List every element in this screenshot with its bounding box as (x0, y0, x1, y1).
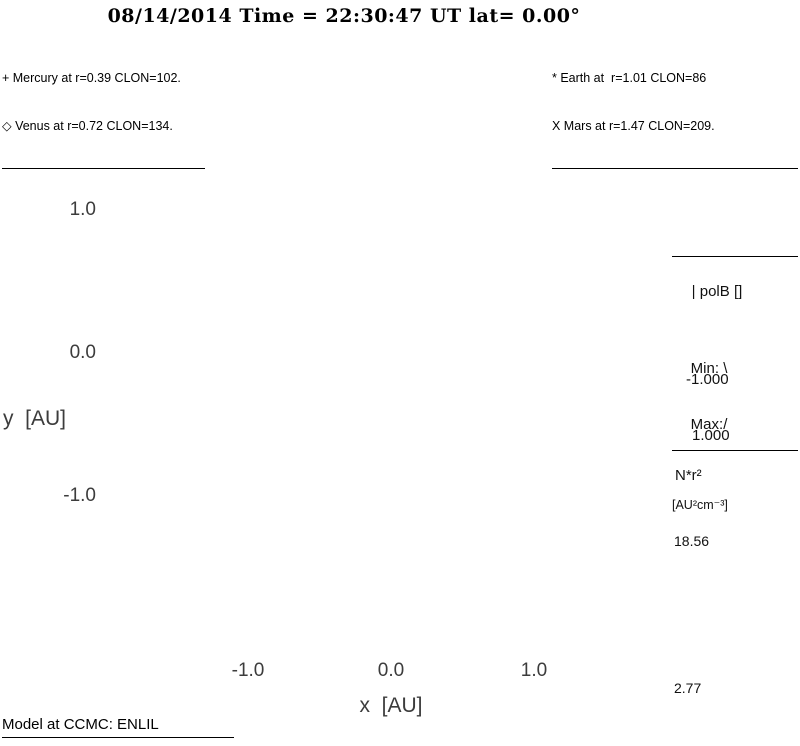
legend-inner-planets: + Mercury at r=0.39 CLON=102. ◇ Venus at… (2, 38, 205, 169)
colorbar-max-value: 18.56 (674, 533, 710, 549)
polb-min-row: Min: \ (674, 343, 728, 394)
colorbar-units-label: [AU²cm⁻³] (672, 498, 728, 512)
contour-line-icon: | (691, 283, 696, 300)
colorbar-min-value: 2.77 (674, 680, 702, 696)
polb-min-value: -1.000 (686, 371, 729, 388)
plot-title: 08/14/2014 Time = 22:30:47 UT lat= 0.00° (107, 5, 581, 27)
y-tick-label-neg1: -1.0 (63, 485, 96, 506)
polb-panel-bottom-rule (672, 450, 798, 451)
polb-panel-title: | polB [] (675, 266, 743, 317)
polb-max-label: Max: (690, 416, 724, 433)
colorbar-quantity-label: N*r² (675, 467, 702, 484)
negative-polarity-hatch-icon: \ (723, 360, 728, 377)
polb-min-label: Min: (690, 360, 720, 377)
polb-label: polB [] (699, 283, 743, 300)
y-tick-label-0: 0.0 (69, 342, 96, 363)
legend-mars: X Mars at r=1.47 CLON=209. (552, 119, 715, 133)
polb-max-row: Max:/ (674, 399, 728, 450)
y-tick-label-1: 1.0 (69, 199, 96, 220)
legend-outer-planets: * Earth at r=1.01 CLON=86 X Mars at r=1.… (552, 38, 798, 169)
legend-mercury: + Mercury at r=0.39 CLON=102. (2, 71, 181, 85)
polb-max-value: 1.000 (692, 427, 730, 444)
positive-polarity-hatch-icon: / (723, 416, 728, 433)
x-tick-label-0: 0.0 (377, 660, 405, 681)
legend-venus: ◇ Venus at r=0.72 CLON=134. (2, 119, 173, 133)
x-tick-label-1: 1.0 (520, 660, 548, 681)
legend-earth: * Earth at r=1.01 CLON=86 (552, 71, 707, 85)
model-credit: Model at CCMC: ENLIL (2, 716, 234, 738)
polb-panel-top-rule (672, 256, 798, 257)
y-axis-label: y [AU] (3, 407, 67, 430)
x-tick-label-neg1: -1.0 (231, 660, 265, 681)
x-axis-label: x [AU] (359, 694, 423, 717)
